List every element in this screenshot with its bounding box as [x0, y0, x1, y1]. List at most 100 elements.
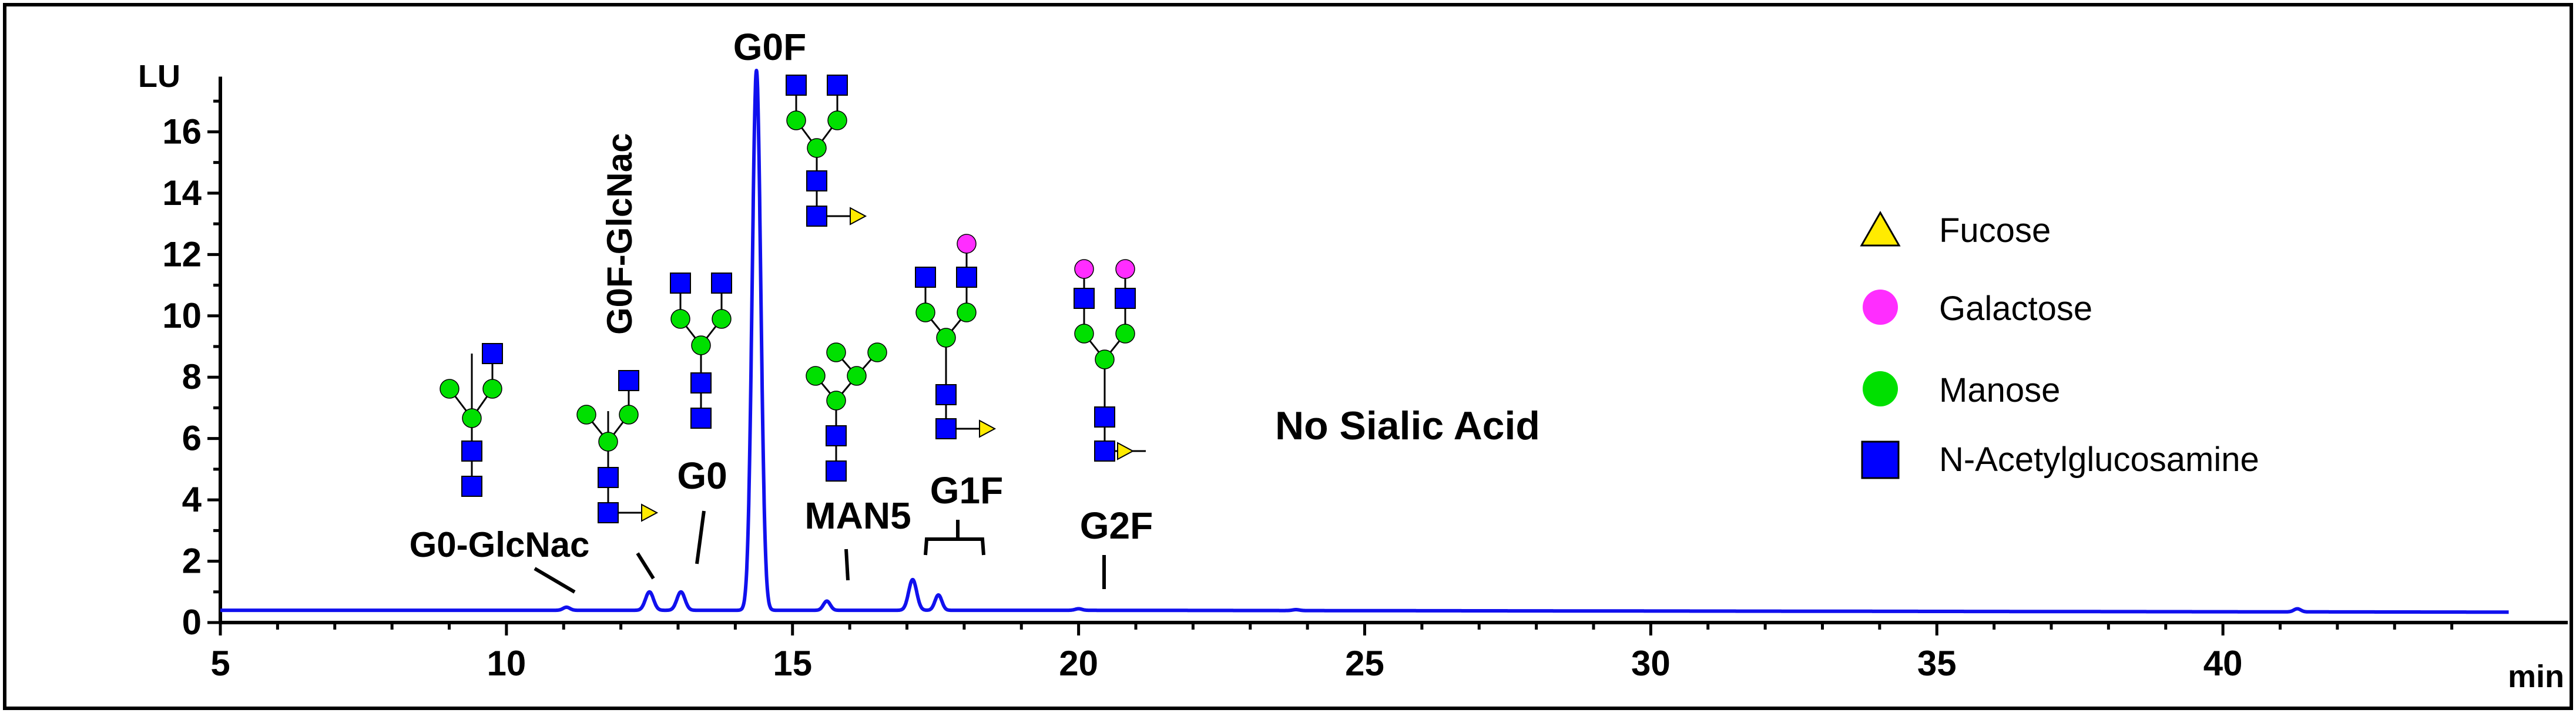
- leader-line-g0f-glcnac: [636, 552, 655, 580]
- glcnac-symbol: [956, 267, 977, 288]
- peak-label-g0f-glcnac: G0F-GlcNac: [600, 133, 639, 335]
- fucose-symbol: [641, 503, 659, 522]
- mannose-symbol: [826, 342, 846, 362]
- glcnac-symbol: [935, 418, 957, 439]
- legend-manose-symbol: [1863, 371, 1898, 406]
- legend-glcnac-label: N-Acetylglucosamine: [1939, 440, 2259, 479]
- mannose-symbol: [957, 302, 977, 322]
- legend: Fucose Galactose Manose N-Acetylglucosam…: [1860, 210, 2259, 479]
- y-tick-label: 2: [182, 542, 202, 581]
- peak-label-g0: G0: [677, 455, 727, 497]
- mannose-symbol: [867, 342, 887, 362]
- mannose-symbol: [826, 391, 846, 411]
- glcnac-symbol: [461, 440, 482, 462]
- glcnac-symbol: [618, 370, 639, 391]
- mannose-symbol: [619, 405, 639, 425]
- mannose-symbol: [806, 366, 826, 386]
- glcnac-symbol: [461, 476, 482, 497]
- glcnac-symbol: [1074, 288, 1095, 309]
- glcnac-symbol: [826, 425, 847, 446]
- glcnac-symbol: [598, 502, 619, 523]
- glcnac-symbol: [786, 75, 807, 96]
- mannose-symbol: [440, 379, 459, 399]
- galactose-symbol: [1074, 259, 1094, 279]
- mannose-symbol: [847, 366, 867, 386]
- glcnac-symbol: [935, 384, 957, 405]
- legend-fucose-label: Fucose: [1939, 211, 2051, 250]
- glcnac-symbol: [1094, 440, 1115, 462]
- annotation-no-sialic-acid: No Sialic Acid: [1275, 403, 1540, 448]
- peak-label-g2f: G2F: [1080, 505, 1153, 547]
- glcnac-symbol: [827, 75, 848, 96]
- figure-border: [3, 3, 2573, 710]
- peak-label-man5: MAN5: [804, 495, 911, 537]
- mannose-symbol: [807, 138, 827, 158]
- fucose-symbol: [850, 207, 867, 226]
- mannose-symbol: [915, 302, 935, 322]
- y-axis-label: LU: [138, 59, 180, 94]
- legend-galactose-label: Galactose: [1939, 290, 2092, 328]
- bracket-g1f: [924, 537, 985, 556]
- mannose-symbol: [786, 110, 806, 130]
- leader-line-g0: [695, 510, 706, 564]
- peak-label-g0-glcnac: G0-GlcNac: [410, 525, 590, 564]
- mannose-symbol: [670, 309, 690, 329]
- galactose-symbol: [957, 234, 977, 254]
- x-axis-label: min: [2508, 659, 2564, 694]
- y-tick-label: 12: [162, 234, 202, 274]
- y-tick-label: 10: [162, 296, 202, 335]
- glcnac-symbol: [690, 372, 712, 394]
- legend-galactose-symbol: [1863, 290, 1898, 325]
- leader-line-man5: [844, 549, 850, 581]
- mannose-symbol: [1115, 324, 1135, 344]
- x-tick-label: 15: [773, 644, 812, 683]
- glcnac-symbol: [806, 170, 827, 191]
- fucose-symbol: [1117, 442, 1135, 460]
- glycan-structures: [440, 75, 1146, 523]
- glcnac-symbol: [670, 273, 691, 294]
- x-tick-label: 20: [1059, 644, 1098, 683]
- leader-line-g0-glcnac: [534, 567, 576, 594]
- peak-label-g1f: G1F: [930, 469, 1003, 512]
- glcnac-symbol: [826, 460, 847, 482]
- glcnac-symbol: [690, 408, 712, 429]
- galactose-symbol: [1115, 259, 1135, 279]
- trace-line: [219, 69, 2510, 614]
- tick-marks: [207, 99, 2454, 635]
- y-tick-label: 14: [162, 173, 202, 213]
- x-tick-label: 5: [210, 644, 230, 683]
- glcnac-symbol: [1115, 288, 1136, 309]
- x-tick-label: 10: [487, 644, 526, 683]
- legend-glcnac-symbol: [1861, 440, 1900, 479]
- glcnac-symbol: [915, 267, 936, 288]
- y-tick-label: 6: [182, 419, 202, 458]
- y-tick-label: 0: [182, 603, 202, 642]
- mannose-symbol: [1074, 324, 1094, 344]
- mannose-symbol: [712, 309, 732, 329]
- x-tick-label: 35: [1917, 644, 1957, 683]
- legend-fucose-symbol: [1860, 210, 1901, 247]
- mannose-symbol: [576, 405, 596, 425]
- mannose-symbol: [1095, 349, 1115, 369]
- peak-leader-lines: [534, 510, 1106, 594]
- glcnac-symbol: [711, 273, 732, 294]
- trace-layer: [219, 69, 2510, 614]
- glcnac-symbol: [482, 343, 503, 364]
- glcnac-symbol: [1094, 406, 1115, 428]
- peak-label-g0f: G0F: [733, 26, 806, 68]
- y-tick-label: 8: [182, 357, 202, 396]
- x-tick-label: 40: [2203, 644, 2243, 683]
- x-tick-label: 30: [1631, 644, 1671, 683]
- legend-manose-label: Manose: [1939, 371, 2060, 409]
- mannose-symbol: [482, 379, 502, 399]
- y-tick-label: 4: [182, 480, 202, 519]
- glcnac-symbol: [806, 206, 827, 227]
- fucose-symbol: [979, 419, 997, 438]
- mannose-symbol: [691, 335, 711, 355]
- mannose-symbol: [462, 408, 482, 428]
- x-tick-label: 25: [1345, 644, 1384, 683]
- y-tick-label: 16: [162, 112, 202, 151]
- mannose-symbol: [827, 110, 847, 130]
- glcnac-symbol: [598, 467, 619, 488]
